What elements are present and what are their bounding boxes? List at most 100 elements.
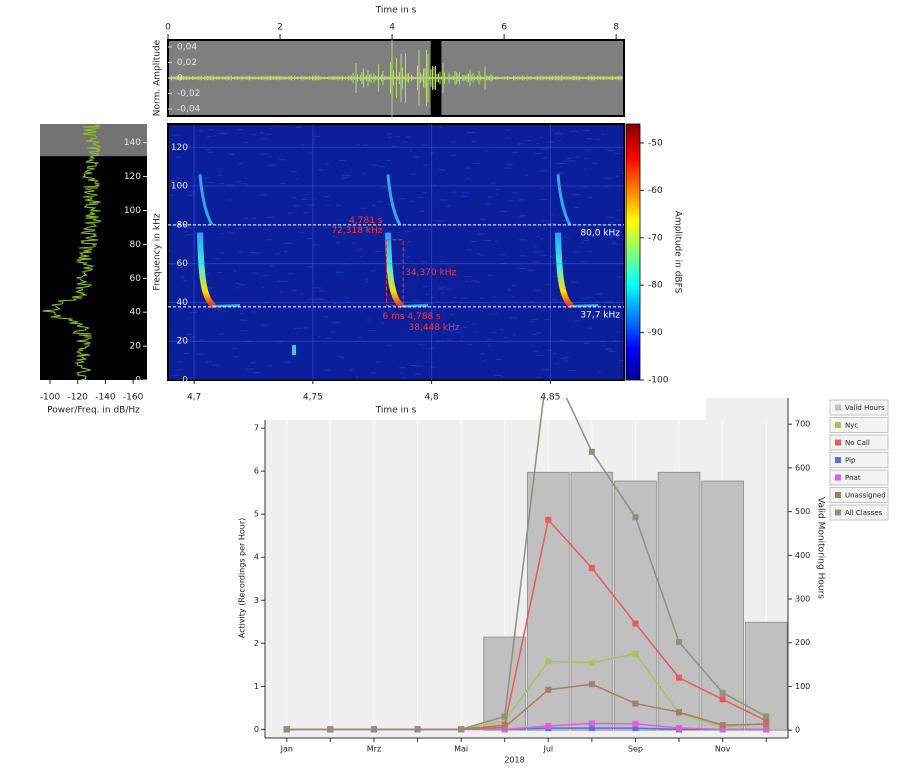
- noise: [343, 176, 350, 178]
- noise: [303, 212, 309, 214]
- x-axis-label: Time in s: [375, 406, 417, 416]
- y-tick-label: -0,04: [177, 105, 201, 115]
- x-tick-label: Nov: [715, 745, 731, 754]
- noise: [438, 288, 444, 290]
- noise: [344, 297, 351, 299]
- noise: [608, 236, 614, 238]
- noise: [238, 251, 242, 253]
- y-tick-label: 60: [130, 274, 142, 284]
- noise: [180, 183, 184, 185]
- noise: [189, 336, 197, 338]
- noise: [295, 126, 303, 128]
- noise: [573, 310, 576, 312]
- legend-swatch: [835, 404, 841, 411]
- noise: [574, 207, 579, 209]
- marker: [501, 717, 508, 724]
- noise: [356, 337, 362, 339]
- noise: [483, 360, 486, 362]
- noise: [325, 227, 329, 229]
- noise: [614, 306, 618, 308]
- noise: [412, 228, 421, 230]
- noise: [536, 143, 540, 145]
- noise: [259, 194, 267, 196]
- colorbar-label: Amplitude in dBFS: [673, 211, 683, 294]
- noise: [371, 204, 375, 206]
- noise: [536, 236, 539, 238]
- noise: [278, 341, 282, 343]
- y-tick-label: 5: [254, 510, 259, 519]
- legend-swatch: [835, 509, 841, 516]
- noise: [607, 149, 615, 151]
- noise: [591, 315, 598, 317]
- noise: [598, 312, 605, 314]
- noise: [300, 293, 304, 295]
- noise: [314, 298, 323, 300]
- noise: [438, 199, 447, 201]
- colorbar: [625, 123, 641, 381]
- spectrogram-panel: [167, 123, 625, 381]
- noise: [291, 290, 298, 292]
- noise: [471, 323, 476, 325]
- noise: [470, 280, 478, 282]
- noise: [563, 160, 570, 162]
- noise: [414, 373, 422, 375]
- noise: [484, 150, 489, 152]
- noise: [260, 153, 269, 155]
- noise: [532, 261, 540, 263]
- noise: [220, 132, 227, 134]
- noise: [539, 136, 543, 138]
- noise: [565, 237, 570, 239]
- overlap-cover: [265, 398, 706, 420]
- noise: [566, 157, 572, 159]
- noise: [596, 139, 601, 141]
- noise: [494, 240, 498, 242]
- noise: [425, 124, 431, 126]
- noise: [174, 369, 182, 371]
- noise: [314, 198, 317, 200]
- noise: [559, 305, 563, 307]
- noise: [539, 170, 547, 172]
- noise: [441, 292, 444, 294]
- noise: [534, 251, 542, 253]
- legend-swatch: [835, 457, 841, 463]
- noise: [507, 290, 511, 292]
- call-tail: [399, 304, 429, 308]
- noise: [359, 256, 363, 258]
- noise: [218, 333, 225, 335]
- marker: [327, 726, 334, 733]
- legend-label: All Classes: [845, 509, 883, 517]
- marker: [588, 659, 595, 666]
- noise: [486, 339, 493, 341]
- y-tick-label: 0: [135, 376, 141, 386]
- noise: [461, 195, 469, 197]
- noise: [368, 330, 376, 332]
- marker: [545, 658, 552, 665]
- noise: [279, 182, 286, 184]
- noise: [173, 225, 179, 227]
- noise: [266, 216, 275, 218]
- marker: [719, 722, 726, 729]
- noise: [423, 286, 429, 288]
- noise: [490, 313, 498, 315]
- noise: [215, 309, 222, 311]
- noise: [252, 252, 261, 254]
- noise: [459, 340, 463, 342]
- noise: [445, 205, 451, 207]
- marker: [588, 681, 595, 688]
- noise: [609, 350, 617, 352]
- y2-tick-label: 500: [795, 507, 810, 516]
- noise: [191, 192, 197, 194]
- plot-area: [283, 398, 788, 733]
- y-tick-label: 7: [254, 424, 259, 433]
- noise: [280, 291, 283, 293]
- noise: [608, 221, 614, 223]
- noise: [476, 253, 481, 255]
- noise: [369, 270, 376, 272]
- noise: [170, 134, 178, 136]
- noise: [294, 205, 299, 207]
- noise: [495, 188, 501, 190]
- x-tick-label: 8: [613, 23, 619, 33]
- noise: [562, 356, 570, 358]
- noise: [238, 284, 246, 286]
